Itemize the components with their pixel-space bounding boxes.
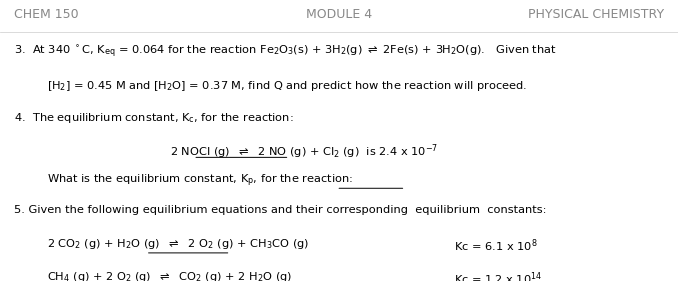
Text: CH$_4$ (g) + 2 O$_2$ (g)  $\rightleftharpoons$  CO$_2$ (g) + 2 H$_2$O (g): CH$_4$ (g) + 2 O$_2$ (g) $\rightleftharp… (47, 270, 293, 281)
Text: Kc = 6.1 x 10$^8$: Kc = 6.1 x 10$^8$ (454, 237, 538, 254)
Text: What is the equilibrium constant, K$_{\mathregular{p}}$, for the reaction:: What is the equilibrium constant, K$_{\m… (47, 173, 353, 189)
Text: 2 NOCl (g)  $\rightleftharpoons$  2 NO (g) + Cl$_2$ (g)  is 2.4 x 10$^{-7}$: 2 NOCl (g) $\rightleftharpoons$ 2 NO (g)… (170, 142, 438, 160)
Text: PHYSICAL CHEMISTRY: PHYSICAL CHEMISTRY (528, 8, 664, 21)
Text: 5. Given the following equilibrium equations and their corresponding  equilibriu: 5. Given the following equilibrium equat… (14, 205, 546, 215)
Text: [H$_2$] = 0.45 M and [H$_2$O] = 0.37 M, find Q and predict how the reaction will: [H$_2$] = 0.45 M and [H$_2$O] = 0.37 M, … (47, 79, 527, 93)
Text: CHEM 150: CHEM 150 (14, 8, 78, 21)
Text: 3.  At 340 $^\circ$C, K$_{\mathregular{eq}}$ = 0.064 for the reaction Fe$_2$O$_3: 3. At 340 $^\circ$C, K$_{\mathregular{eq… (14, 44, 557, 60)
Text: MODULE 4: MODULE 4 (306, 8, 372, 21)
Text: 4.  The equilibrium constant, K$_{\mathregular{c}}$, for the reaction:: 4. The equilibrium constant, K$_{\mathre… (14, 111, 293, 125)
Text: 2 CO$_2$ (g) + H$_2$O (g)  $\rightleftharpoons$  2 O$_2$ (g) + CH$_3$CO (g): 2 CO$_2$ (g) + H$_2$O (g) $\rightlefthar… (47, 237, 310, 251)
Text: Kc = 1.2 x 10$^{14}$: Kc = 1.2 x 10$^{14}$ (454, 270, 542, 281)
